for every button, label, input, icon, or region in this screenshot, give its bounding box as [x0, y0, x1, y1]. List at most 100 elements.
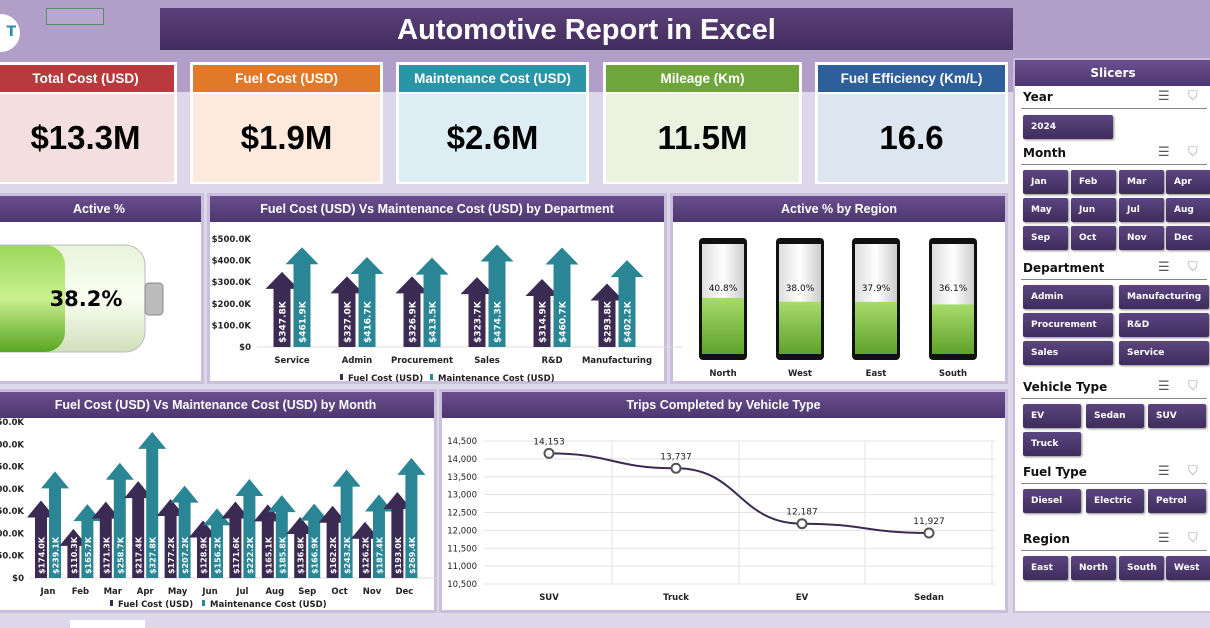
slicer-region-north[interactable]: North [1071, 556, 1116, 580]
slicer-month-aug[interactable]: Aug [1166, 198, 1210, 222]
slicer-vehicle-type-sedan[interactable]: Sedan [1086, 404, 1144, 428]
clear-filter-icon[interactable]: ⛉ [1188, 464, 1198, 479]
slicer-month-jan[interactable]: Jan [1023, 170, 1068, 194]
data-label: $193.0K [394, 536, 403, 574]
sheet-tab[interactable] [70, 620, 145, 628]
slicer-fuel-type-diesel[interactable]: Diesel [1023, 489, 1081, 513]
slicer-month-mar[interactable]: Mar [1119, 170, 1164, 194]
slicer-department-admin[interactable]: Admin [1023, 285, 1113, 309]
fuel-cost-arrow [91, 501, 120, 578]
slicer-vehicle-type-truck[interactable]: Truck [1023, 432, 1081, 456]
slicer-year-2024[interactable]: 2024 [1023, 115, 1113, 139]
fuel-cost-arrow [460, 277, 494, 347]
active-battery: 38.2% [0, 244, 164, 353]
x-tick-label: South [939, 369, 967, 379]
slicer-fuel-type-petrol[interactable]: Petrol [1148, 489, 1206, 513]
kpi-value: 11.5M [606, 94, 799, 182]
fuel-cost-arrow [318, 505, 347, 578]
slicer-title-region: Region [1023, 532, 1070, 546]
maintenance-cost-arrow [203, 508, 231, 578]
slicer-divider [1021, 108, 1207, 109]
clear-filter-icon[interactable]: ⛉ [1188, 145, 1198, 160]
slicer-vehicle-type-suv[interactable]: SUV [1148, 404, 1206, 428]
y-tick-label: $500.0K [212, 235, 252, 245]
y-tick-label: 10,500 [447, 580, 477, 590]
slicer-month-may[interactable]: May [1023, 198, 1068, 222]
x-tick-label: Jun [201, 587, 217, 597]
slicer-month-apr[interactable]: Apr [1166, 170, 1210, 194]
multi-select-icon[interactable]: ☰ [1158, 531, 1170, 546]
multi-select-icon[interactable]: ☰ [1158, 89, 1170, 104]
data-label: $217.4K [135, 536, 144, 574]
slicer-month-dec[interactable]: Dec [1166, 226, 1210, 250]
slicer-month-jun[interactable]: Jun [1071, 198, 1116, 222]
x-tick-label: East [866, 369, 887, 379]
clear-filter-icon[interactable]: ⛉ [1188, 260, 1198, 275]
region-battery-fill [779, 301, 821, 354]
slicer-title-fuel-type: Fuel Type [1023, 465, 1087, 479]
logo: T [0, 14, 20, 52]
region-battery-fill [702, 297, 744, 354]
multi-select-icon[interactable]: ☰ [1158, 379, 1170, 394]
kpi-label: Maintenance Cost (USD) [399, 65, 586, 92]
slicer-divider [1021, 550, 1207, 551]
slicer-department-rd[interactable]: R&D [1119, 313, 1209, 337]
clear-filter-icon[interactable]: ⛉ [1188, 379, 1198, 394]
region-value-label: 36.1% [939, 284, 968, 294]
slicer-department-sales[interactable]: Sales [1023, 341, 1113, 365]
slicer-month-oct[interactable]: Oct [1071, 226, 1116, 250]
legend-label: Maintenance Cost (USD) [438, 374, 555, 384]
x-tick-label: Nov [363, 587, 382, 597]
data-label: $327.0K [344, 300, 354, 343]
data-label: $222.2K [246, 536, 255, 574]
fuel-cost-arrow [156, 499, 185, 578]
cell-selection[interactable] [46, 8, 104, 25]
fuel-cost-arrow [189, 520, 217, 578]
data-label: $293.8K [604, 300, 614, 343]
panel-title: Fuel Cost (USD) Vs Maintenance Cost (USD… [0, 392, 434, 418]
fuel-cost-arrow [253, 504, 282, 578]
data-label: $327.8K [149, 536, 158, 574]
maintenance-cost-arrow [105, 462, 134, 578]
y-tick-label: $400.0K [212, 257, 252, 267]
panel-title: Fuel Cost (USD) Vs Maintenance Cost (USD… [210, 196, 664, 222]
multi-select-icon[interactable]: ☰ [1158, 464, 1170, 479]
slicer-department-service[interactable]: Service [1119, 341, 1209, 365]
clear-filter-icon[interactable]: ⛉ [1188, 531, 1198, 546]
slicer-department-manufacturing[interactable]: Manufacturing [1119, 285, 1209, 309]
data-label: 12,187 [786, 508, 818, 518]
data-label: $187.4K [376, 536, 385, 574]
slicer-month-nov[interactable]: Nov [1119, 226, 1164, 250]
slicer-region-west[interactable]: West [1166, 556, 1210, 580]
data-label: $347.8K [279, 300, 289, 343]
x-tick-label: Jul [235, 587, 248, 597]
data-point [543, 447, 555, 459]
legend-swatch [110, 600, 113, 606]
multi-select-icon[interactable]: ☰ [1158, 260, 1170, 275]
data-label: $165.7K [84, 536, 93, 574]
y-tick-label: 12,000 [447, 526, 477, 536]
multi-select-icon[interactable]: ☰ [1158, 145, 1170, 160]
x-tick-label: Sedan [914, 593, 944, 603]
slicer-month-jul[interactable]: Jul [1119, 198, 1164, 222]
maintenance-cost-arrow [415, 257, 449, 347]
x-tick-label: Feb [72, 587, 89, 597]
slicer-region-south[interactable]: South [1119, 556, 1164, 580]
kpi-value: $2.6M [399, 94, 586, 182]
x-tick-label: Oct [331, 587, 347, 597]
slicer-month-feb[interactable]: Feb [1071, 170, 1116, 194]
x-tick-label: R&D [541, 356, 562, 366]
slicer-fuel-type-electric[interactable]: Electric [1086, 489, 1144, 513]
maintenance-cost-arrow [397, 457, 426, 578]
maintenance-cost-arrow [138, 431, 167, 578]
maintenance-cost-arrow [480, 244, 514, 347]
slicer-department-procurement[interactable]: Procurement [1023, 313, 1113, 337]
slicer-vehicle-type-ev[interactable]: EV [1023, 404, 1081, 428]
y-tick-label: 13,500 [447, 473, 477, 483]
x-tick-label: Truck [663, 593, 689, 603]
slicer-month-sep[interactable]: Sep [1023, 226, 1068, 250]
slicer-region-east[interactable]: East [1023, 556, 1068, 580]
data-label: $185.8K [278, 536, 287, 574]
clear-filter-icon[interactable]: ⛉ [1188, 89, 1198, 104]
x-tick-label: EV [796, 593, 809, 603]
